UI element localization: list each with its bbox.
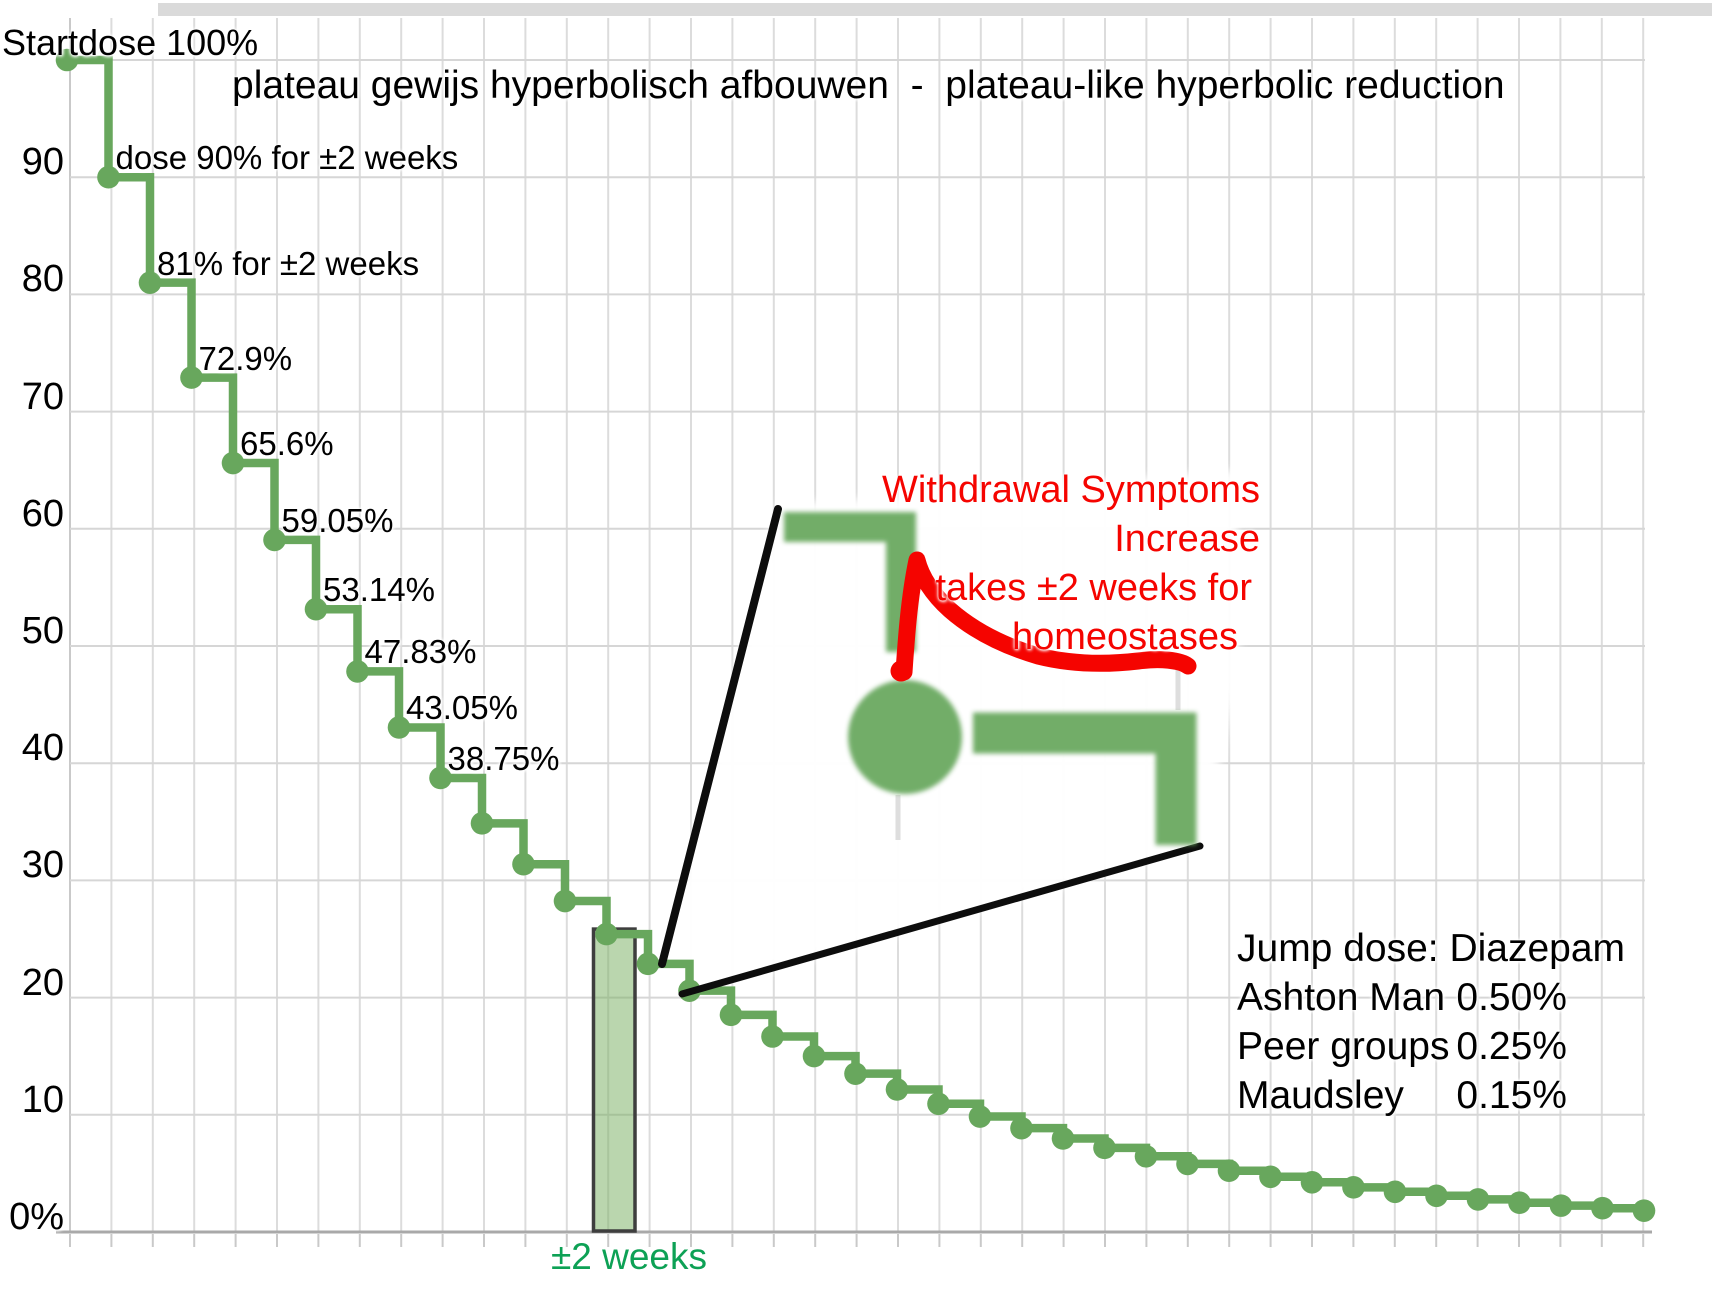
x-axis: [56, 1230, 1652, 1247]
step-dose-label: 47.83%: [364, 633, 477, 671]
grid: [69, 18, 1645, 1232]
withdrawal-symptoms-curve: [890, 551, 1197, 682]
step-dose-label: 43.05%: [406, 689, 518, 727]
decorative-top-strip: [158, 3, 1712, 16]
y-axis-label: 90: [21, 141, 64, 184]
withdrawal-annotation: Withdrawal Symptoms Increase takes ±2 we…: [740, 466, 1260, 662]
jump-dose-heading: Jump dose: Diazepam: [1237, 927, 1626, 970]
plateau-duration-label: ±2 weeks: [550, 1236, 708, 1277]
step-dose-label: 59.05%: [281, 501, 394, 539]
y-axis-label: 70: [21, 375, 64, 418]
jump-dose-table: Jump dose: Diazepam Ashton Man 0.50% Peer …: [1237, 924, 1625, 1120]
y-axis-label: 40: [21, 727, 64, 770]
jump-row-value: 0.15%: [1456, 1074, 1567, 1117]
jump-row-value: 0.25%: [1456, 1025, 1567, 1068]
step-dose-label: 81% for ±2 weeks: [157, 244, 420, 282]
jump-table-row: Maudsley 0.15%: [1237, 1071, 1567, 1120]
jump-row-value: 0.50%: [1456, 976, 1567, 1019]
step-dose-label: Startdose 100%: [2, 22, 259, 63]
jump-table-row: Peer groups 0.25%: [1237, 1022, 1567, 1071]
chart-title: plateau gewijs hyperbolisch afbouwen - p…: [232, 64, 1505, 107]
inset-magnified-step: [784, 512, 1197, 845]
jump-row-name: Ashton Man: [1237, 976, 1446, 1019]
magnifier-lines: [658, 505, 1204, 998]
y-axis-label: 0%: [9, 1196, 64, 1238]
jump-row-name: Maudsley: [1237, 1074, 1404, 1117]
step-dose-label: 53.14%: [323, 571, 435, 609]
y-axis-label: 80: [21, 258, 64, 301]
erased-grid-stubs: [895, 664, 1181, 840]
step-dose-label: 72.9%: [198, 339, 293, 377]
jump-row-name: Peer groups: [1237, 1025, 1450, 1068]
jump-table-row: Ashton Man 0.50%: [1237, 973, 1567, 1022]
plateau-highlight-bar: [591, 927, 637, 1233]
y-axis-label: 30: [21, 844, 64, 887]
y-axis-label: 60: [21, 492, 64, 535]
y-axis-label: 10: [21, 1078, 64, 1121]
step-dose-label: 65.6%: [240, 425, 334, 463]
step-dose-label: dose 90% for ±2 weeks: [115, 139, 459, 177]
withdrawal-annotation-line1: Withdrawal Symptoms Increase: [882, 469, 1260, 560]
y-axis-label: 20: [21, 961, 64, 1004]
withdrawal-annotation-line3: homeostases: [1011, 616, 1238, 658]
step-dose-label: 38.75%: [447, 739, 560, 777]
dose-dots: [55, 48, 1656, 1222]
y-axis-label: 50: [21, 610, 64, 652]
withdrawal-annotation-line2: takes ±2 weeks for: [935, 567, 1252, 609]
